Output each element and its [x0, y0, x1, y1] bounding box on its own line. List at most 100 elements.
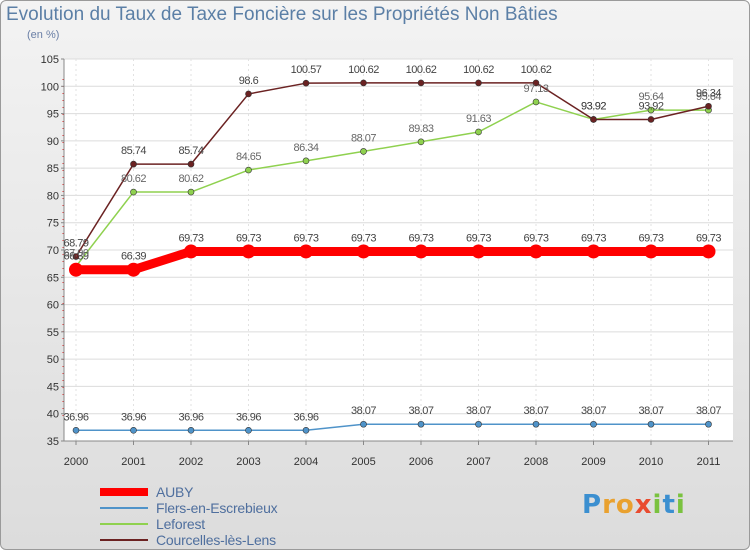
- data-point: [475, 128, 482, 136]
- legend-label: Courcelles-lès-Lens: [156, 532, 276, 548]
- data-label: 69.73: [696, 232, 721, 244]
- data-label: 100.57: [291, 64, 322, 76]
- data-label: 69.73: [293, 232, 318, 244]
- data-point: [532, 420, 540, 428]
- data-point: [475, 420, 482, 428]
- data-point: [414, 244, 428, 259]
- data-point: [72, 427, 80, 434]
- data-point: [532, 98, 540, 106]
- y-tick-label: 45: [47, 381, 59, 393]
- data-label: 69.73: [638, 232, 663, 244]
- x-tick-label: 2000: [64, 456, 88, 468]
- data-point: [532, 79, 540, 87]
- data-label: 80.62: [178, 173, 203, 185]
- y-tick-label: 85: [47, 163, 59, 175]
- logo-letter: r: [602, 490, 616, 520]
- data-label: 85.74: [121, 145, 146, 157]
- y-tick-label: 75: [47, 218, 59, 230]
- data-point: [126, 262, 141, 277]
- legend-label: Flers-en-Escrebieux: [156, 500, 278, 516]
- series-layer: [69, 79, 716, 434]
- data-label: 80.62: [121, 173, 146, 185]
- data-label: 38.07: [466, 405, 491, 417]
- data-point: [360, 420, 367, 428]
- data-point: [590, 420, 597, 428]
- y-tick-label: 80: [47, 190, 59, 202]
- data-label: 69.73: [178, 232, 203, 244]
- y-tick-label: 55: [47, 327, 59, 339]
- y-tick-label: 35: [47, 436, 59, 448]
- data-point: [647, 106, 655, 114]
- data-point: [302, 427, 310, 434]
- logo-letter: i: [652, 490, 663, 520]
- data-label: 69.73: [408, 232, 433, 244]
- legend: AUBY Flers-en-Escrebieux Leforest Cource…: [100, 484, 278, 548]
- data-point: [302, 79, 310, 87]
- data-point: [241, 244, 256, 259]
- data-label: 86.34: [293, 142, 318, 154]
- x-tick-label: 2001: [121, 456, 145, 468]
- legend-item[interactable]: Courcelles-lès-Lens: [100, 532, 277, 548]
- data-label: 38.07: [408, 405, 433, 417]
- series-line-0: [76, 246, 709, 275]
- x-tick-label: 2003: [236, 456, 260, 468]
- data-point: [590, 116, 597, 123]
- legend-item[interactable]: Leforest: [100, 516, 277, 532]
- data-label: 91.63: [466, 113, 491, 125]
- data-point: [184, 244, 198, 259]
- data-label: 69.73: [523, 232, 548, 244]
- data-label: 84.65: [236, 151, 261, 163]
- y-tick-label: 90: [47, 136, 59, 148]
- legend-item[interactable]: Flers-en-Escrebieux: [100, 500, 278, 516]
- data-label: 69.73: [466, 232, 491, 244]
- x-tick-label: 2011: [697, 456, 721, 468]
- data-label: 89.83: [408, 123, 433, 135]
- data-point: [302, 157, 310, 165]
- data-point: [417, 138, 425, 146]
- legend-swatch: [100, 488, 148, 496]
- y-unit-label: (en %): [27, 29, 60, 41]
- series-line-2: [75, 101, 709, 267]
- data-point: [644, 244, 658, 259]
- data-label: 88.07: [351, 132, 376, 144]
- y-axis-ticks: 35 40 45 50 55 60 65 70 75 80 85 90 95 100 105: [41, 54, 64, 448]
- x-tick-label: 2009: [581, 456, 605, 468]
- data-labels: 66.39 66.39 69.73 69.73 69.73 69.73 69.73 69.73…: [63, 64, 721, 423]
- legend-swatch: [100, 507, 148, 509]
- data-label: 36.96: [121, 411, 146, 423]
- data-label: 66.39: [63, 251, 88, 263]
- data-label: 97.13: [523, 83, 548, 95]
- y-tick-label: 65: [47, 272, 59, 284]
- logo-letter: x: [634, 490, 653, 520]
- x-tick-label: 2004: [294, 456, 318, 468]
- data-point: [187, 160, 195, 168]
- data-point: [130, 160, 137, 168]
- data-point: [72, 253, 80, 260]
- x-tick-label: 2006: [409, 456, 433, 468]
- data-label: 66.39: [121, 251, 146, 263]
- data-label: 96.34: [696, 87, 721, 99]
- data-point: [529, 244, 543, 259]
- data-label: 93.92: [638, 100, 663, 112]
- data-label: 36.96: [63, 411, 88, 423]
- data-label: 38.07: [638, 405, 663, 417]
- data-label: 67.00: [63, 247, 88, 259]
- data-point: [647, 420, 655, 428]
- y-tick-label: 100: [41, 81, 59, 93]
- legend-item[interactable]: AUBY: [100, 484, 277, 500]
- data-point: [245, 90, 252, 98]
- y-tick-label: 40: [47, 409, 59, 421]
- logo-letter: o: [615, 490, 635, 520]
- logo-letter: P: [582, 490, 603, 520]
- data-label: 85.74: [178, 145, 203, 157]
- data-point: [586, 244, 601, 259]
- data-label: 68.79: [63, 238, 88, 250]
- data-point: [417, 420, 425, 428]
- x-tick-label: 2002: [179, 456, 203, 468]
- legend-label: AUBY: [156, 484, 194, 500]
- data-point: [130, 188, 137, 196]
- series-line-1: [76, 423, 709, 432]
- x-tick-label: 2007: [466, 456, 490, 468]
- data-label: 93.92: [581, 100, 606, 112]
